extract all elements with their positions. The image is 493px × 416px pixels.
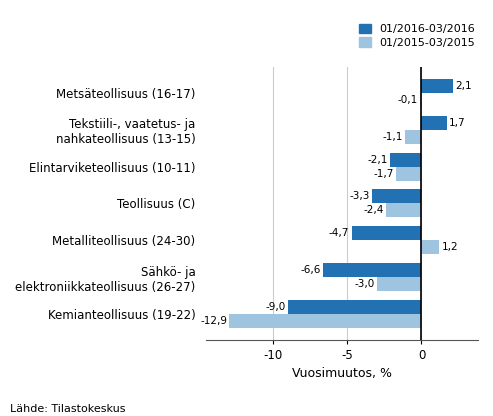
Bar [420,93,422,107]
Text: 2,1: 2,1 [455,81,472,91]
Text: -12,9: -12,9 [200,316,227,326]
Bar [372,189,422,203]
Bar [352,226,422,240]
Text: -1,1: -1,1 [383,132,403,142]
Text: -0,1: -0,1 [397,95,418,105]
Text: -9,0: -9,0 [265,302,285,312]
Bar [323,263,422,277]
Text: -2,1: -2,1 [368,154,388,165]
Bar [377,277,422,291]
Bar [396,166,422,181]
Text: 1,2: 1,2 [442,242,458,252]
Legend: 01/2016-03/2016, 01/2015-03/2015: 01/2016-03/2016, 01/2015-03/2015 [359,24,475,48]
Bar [405,130,422,144]
Bar [386,203,422,217]
Text: -6,6: -6,6 [301,265,321,275]
Text: -4,7: -4,7 [329,228,349,238]
Text: -2,4: -2,4 [363,206,384,215]
Bar [422,79,453,93]
Bar [229,314,422,328]
Text: Lähde: Tilastokeskus: Lähde: Tilastokeskus [10,404,125,414]
Text: -1,7: -1,7 [374,168,394,178]
Bar [422,240,439,254]
Text: -3,3: -3,3 [350,191,370,201]
X-axis label: Vuosimuutos, %: Vuosimuutos, % [292,367,392,380]
Bar [422,116,447,130]
Bar [390,153,422,166]
Bar [287,300,422,314]
Text: -3,0: -3,0 [354,279,375,289]
Text: 1,7: 1,7 [449,118,465,128]
